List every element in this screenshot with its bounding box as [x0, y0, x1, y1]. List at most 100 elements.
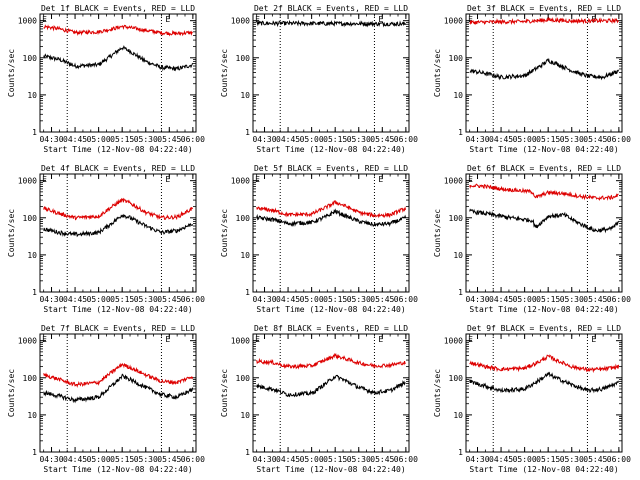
y-tick-label: 1 [32, 448, 37, 457]
y-axis-label: Counts/sec [220, 49, 229, 97]
x-tick-label: 05:00 [300, 295, 324, 304]
x-tick-label: 05:15 [536, 135, 560, 144]
y-tick-label: 100 [236, 214, 251, 223]
series-line-lld [43, 24, 193, 37]
series-line-lld [256, 352, 406, 370]
y-axis-label: Counts/sec [433, 49, 442, 97]
y-tick-label: 1 [458, 128, 463, 137]
event-marker-label: E [165, 335, 170, 344]
y-tick-label: 1 [458, 288, 463, 297]
plot-frame [252, 173, 410, 293]
series-line-events [469, 371, 620, 394]
y-tick-label: 10 [453, 91, 463, 100]
y-tick-label: 10 [27, 91, 37, 100]
event-marker-label: E [378, 335, 383, 344]
plot-frame [39, 173, 197, 293]
panel-det-2: Det 2f BLACK = Events, RED = LLD 1 10 100 10… [220, 4, 418, 154]
panel-title: Det 2f BLACK = Events, RED = LLD [254, 4, 408, 13]
y-tick-label: 1 [245, 288, 250, 297]
y-tick-label: 100 [449, 374, 464, 383]
x-tick-label: 05:30 [347, 455, 371, 464]
x-tick-label: 05:45 [370, 295, 394, 304]
plot-frame [465, 13, 623, 133]
event-marker-label: E [165, 15, 170, 24]
panel-title: Det 9f BLACK = Events, RED = LLD [467, 324, 621, 333]
x-tick-label: 05:00 [300, 135, 324, 144]
x-tick-label: 06:00 [181, 135, 205, 144]
plot-frame [252, 333, 410, 453]
plot-frame [465, 333, 623, 453]
series-line-lld [256, 200, 407, 219]
y-tick-label: 1000 [18, 337, 37, 346]
y-tick-label: 10 [453, 251, 463, 260]
series-line-events [43, 373, 194, 404]
x-tick-label: 04:30 [252, 455, 276, 464]
x-tick-label: 05:45 [157, 135, 181, 144]
panel-det-8: Det 8f BLACK = Events, RED = LLD 1 10 100 10… [220, 324, 418, 474]
x-tick-label: 05:45 [583, 455, 607, 464]
x-tick-label: 05:15 [110, 295, 134, 304]
x-tick-label: 05:15 [323, 295, 347, 304]
event-marker-label: E [165, 175, 170, 184]
y-tick-label: 10 [453, 411, 463, 420]
x-tick-label: 05:00 [87, 455, 111, 464]
y-tick-label: 1 [32, 288, 37, 297]
x-tick-label: 05:15 [536, 455, 560, 464]
x-tick-label: 05:15 [110, 135, 134, 144]
y-tick-label: 1000 [444, 337, 463, 346]
panel-det-4: Det 4f BLACK = Events, RED = LLD 1 10 100 10… [7, 164, 205, 314]
y-tick-label: 1000 [231, 177, 250, 186]
series-line-events [256, 208, 407, 228]
y-tick-label: 100 [236, 54, 251, 63]
x-tick-label: 04:30 [39, 295, 63, 304]
event-marker-label: E [591, 175, 596, 184]
panel-det-7: Det 7f BLACK = Events, RED = LLD 1 10 100 10… [7, 324, 205, 474]
x-tick-label: 04:45 [276, 295, 300, 304]
series-line-events [469, 57, 620, 81]
y-tick-label: 1000 [444, 17, 463, 26]
event-marker-label: E [42, 335, 47, 344]
x-tick-label: 05:00 [87, 295, 111, 304]
panel-det-9: Det 9f BLACK = Events, RED = LLD 1 10 100 10… [433, 324, 631, 474]
x-tick-label: 05:30 [560, 295, 584, 304]
x-tick-label: 04:45 [63, 295, 87, 304]
x-tick-label: 05:30 [560, 135, 584, 144]
x-axis-label: Start Time (12-Nov-08 04:22:40) [43, 305, 192, 314]
panel-title: Det 5f BLACK = Events, RED = LLD [254, 164, 408, 173]
x-axis-label: Start Time (12-Nov-08 04:22:40) [43, 145, 192, 154]
y-axis-label: Counts/sec [433, 209, 442, 257]
x-tick-label: 06:00 [181, 455, 205, 464]
y-tick-label: 10 [240, 251, 250, 260]
x-axis-label: Start Time (12-Nov-08 04:22:40) [469, 145, 618, 154]
y-axis-label: Counts/sec [220, 209, 229, 257]
x-tick-label: 06:00 [607, 295, 631, 304]
x-tick-label: 05:30 [560, 455, 584, 464]
x-tick-label: 04:45 [276, 135, 300, 144]
event-marker-label: E [591, 335, 596, 344]
y-axis-label: Counts/sec [7, 369, 16, 417]
panel-det-5: Det 5f BLACK = Events, RED = LLD 1 10 100 10… [220, 164, 418, 314]
x-tick-label: 05:00 [513, 295, 537, 304]
event-marker-label: E [468, 15, 473, 24]
event-marker-label: E [378, 15, 383, 24]
panel-title: Det 7f BLACK = Events, RED = LLD [41, 324, 195, 333]
series-line-lld [469, 16, 619, 26]
event-marker-label: E [42, 175, 47, 184]
x-tick-label: 05:15 [323, 455, 347, 464]
x-tick-label: 06:00 [181, 295, 205, 304]
y-tick-label: 100 [449, 54, 464, 63]
series-line-lld [469, 354, 620, 374]
event-marker-label: E [468, 335, 473, 344]
plot-frame [39, 333, 197, 453]
event-marker-label: E [468, 175, 473, 184]
panel-title: Det 4f BLACK = Events, RED = LLD [41, 164, 195, 173]
event-marker-label: E [42, 15, 47, 24]
x-tick-label: 05:00 [300, 455, 324, 464]
x-tick-label: 06:00 [394, 135, 418, 144]
y-tick-label: 100 [23, 374, 38, 383]
panel-title: Det 3f BLACK = Events, RED = LLD [467, 4, 621, 13]
x-tick-label: 05:45 [157, 455, 181, 464]
series-line-events [43, 45, 194, 72]
y-tick-label: 100 [23, 214, 38, 223]
